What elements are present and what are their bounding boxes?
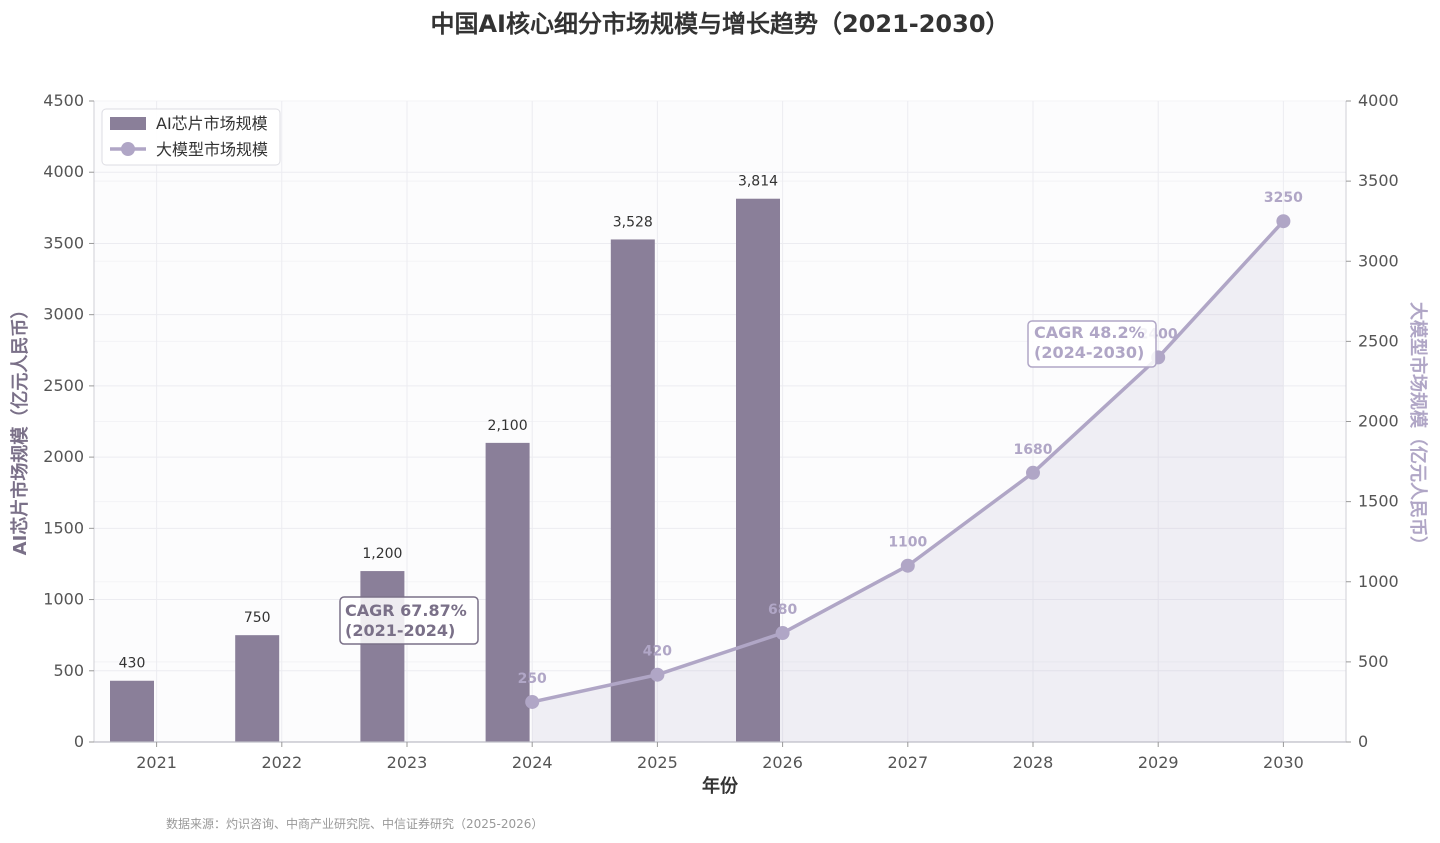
legend-label-bar: AI芯片市场规模 [156, 114, 268, 133]
legend-box [101, 108, 281, 166]
y-tick-left-label: 1500 [43, 518, 84, 537]
x-tick-label: 2030 [1263, 753, 1304, 772]
cagr-box-llm [1027, 320, 1157, 368]
legend-swatch-bar [110, 117, 146, 130]
x-tick-label: 2028 [1013, 753, 1054, 772]
line-point-2028 [1026, 465, 1040, 480]
y-axis-right-title: 大模型市场规模（亿元人民币） [1407, 302, 1429, 554]
line-value-label: 420 [643, 644, 672, 660]
cagr-chip-line1: CAGR 67.87% [345, 601, 467, 620]
line-point-2030 [1276, 214, 1291, 229]
bar-value-label: 3,528 [613, 214, 653, 230]
y-tick-left-label: 1000 [43, 590, 84, 609]
y-tick-right-label: 3500 [1358, 171, 1399, 190]
line-point-2024 [525, 694, 540, 709]
bar-ai-chip-2025 [610, 239, 655, 742]
annotation-layer: CAGR 67.87%(2021-2024) CAGR 48.2%(2024-20… [339, 320, 1157, 645]
x-tick-label: 2025 [637, 753, 678, 772]
x-tick-label: 2027 [887, 753, 928, 772]
y-tick-right-label: 2500 [1358, 331, 1399, 350]
line-value-label: 1100 [888, 535, 927, 551]
cagr-llm-line2: (2024-2030) [1034, 343, 1144, 362]
x-axis-title: 年份 [702, 775, 739, 797]
x-tick-label: 2026 [762, 753, 803, 772]
bar-value-label: 2,100 [488, 418, 528, 434]
legend-label-line: 大模型市场规模 [156, 140, 268, 159]
line-value-label: 1680 [1014, 442, 1053, 458]
y-tick-left-label: 2500 [43, 376, 84, 395]
bar-ai-chip-2026 [736, 198, 780, 742]
y-tick-right-label: 0 [1358, 732, 1368, 751]
bar-value-label: 3,814 [738, 174, 778, 190]
y-tick-left-label: 3500 [43, 233, 84, 252]
y-tick-left-label: 4500 [43, 91, 84, 110]
bar-layer [110, 198, 780, 742]
y-tick-right-label: 3000 [1358, 251, 1399, 270]
y-tick-left-label: 4000 [43, 162, 84, 181]
line-point-2026 [775, 626, 790, 641]
line-value-label: 680 [768, 602, 797, 618]
bar-ai-chip-2024 [485, 442, 530, 742]
x-tick-label: 2023 [387, 753, 428, 772]
y-axis-left-title: AI芯片市场规模（亿元人民币） [9, 301, 31, 556]
bar-value-label: 1,200 [362, 546, 402, 562]
y-tick-left-label: 0 [74, 732, 84, 751]
line-area-fill [532, 221, 1284, 742]
bar-ai-chip-2022 [235, 635, 280, 742]
line-value-label: 3250 [1264, 190, 1303, 206]
y-tick-right-label: 1500 [1358, 492, 1399, 511]
axis-layer: 0 500 1000 1500 2000 2500 3000 3500 4000 4500 0 500… [43, 91, 1398, 772]
y-tick-left-label: 3000 [43, 305, 84, 324]
line-point-2027 [900, 558, 915, 573]
bar-value-label: 430 [119, 656, 146, 672]
line-point-2025 [650, 667, 665, 682]
bar-ai-chip-2021 [110, 680, 154, 742]
y-tick-left-label: 500 [53, 661, 84, 680]
line-value-label: 250 [518, 671, 547, 687]
x-tick-label: 2022 [261, 753, 302, 772]
grid-layer [94, 100, 1346, 743]
y-tick-right-label: 1000 [1358, 572, 1399, 591]
bar-value-label: 750 [244, 610, 271, 626]
x-tick-label: 2024 [512, 753, 553, 772]
legend-swatch-marker [121, 142, 135, 156]
x-tick-label: 2021 [136, 753, 177, 772]
y-tick-right-label: 500 [1358, 652, 1389, 671]
label-layer: 430 750 1,200 2,100 3,528 3,814 250 420 680 1100 1… [119, 174, 1304, 687]
cagr-llm-line1: CAGR 48.2% [1034, 323, 1145, 342]
cagr-chip-line2: (2021-2024) [345, 621, 455, 640]
chart-title: 中国AI核心细分市场规模与增长趋势（2021-2030） [430, 10, 1009, 38]
y-tick-left-label: 2000 [43, 447, 84, 466]
source-note: 数据来源：灼识咨询、中商产业研究院、中信证券研究（2025-2026） [166, 816, 543, 831]
area-layer [532, 221, 1284, 742]
y-tick-right-label: 4000 [1358, 91, 1399, 110]
cagr-box-chip [339, 596, 479, 645]
y-tick-right-label: 2000 [1358, 412, 1399, 431]
x-tick-label: 2029 [1138, 753, 1179, 772]
